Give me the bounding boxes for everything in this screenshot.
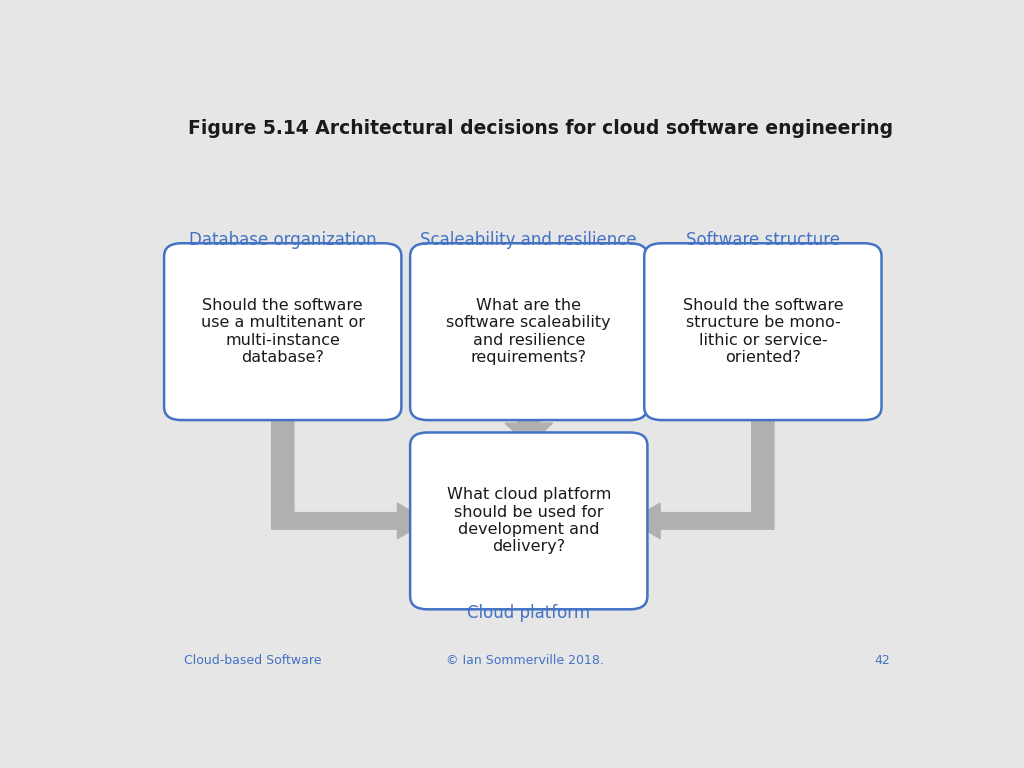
Polygon shape — [505, 407, 553, 445]
Text: © Ian Sommerville 2018.: © Ian Sommerville 2018. — [445, 654, 604, 667]
Polygon shape — [630, 407, 774, 538]
Text: Scaleability and resilience: Scaleability and resilience — [421, 230, 637, 249]
Text: Figure 5.14 Architectural decisions for cloud software engineering: Figure 5.14 Architectural decisions for … — [187, 119, 893, 137]
FancyBboxPatch shape — [411, 432, 647, 609]
Text: 42: 42 — [874, 654, 890, 667]
Text: Cloud platform: Cloud platform — [467, 604, 590, 622]
Text: What cloud platform
should be used for
development and
delivery?: What cloud platform should be used for d… — [446, 488, 611, 554]
Text: Database organization: Database organization — [189, 230, 377, 249]
FancyBboxPatch shape — [164, 243, 401, 420]
Text: Software structure: Software structure — [686, 230, 840, 249]
Text: Cloud-based Software: Cloud-based Software — [183, 654, 322, 667]
FancyBboxPatch shape — [644, 243, 882, 420]
FancyBboxPatch shape — [411, 243, 647, 420]
Polygon shape — [271, 407, 428, 538]
Text: Should the software
structure be mono-
lithic or service-
oriented?: Should the software structure be mono- l… — [683, 298, 843, 366]
Text: What are the
software scaleability
and resilience
requirements?: What are the software scaleability and r… — [446, 298, 611, 366]
Text: Should the software
use a multitenant or
multi-instance
database?: Should the software use a multitenant or… — [201, 298, 365, 366]
